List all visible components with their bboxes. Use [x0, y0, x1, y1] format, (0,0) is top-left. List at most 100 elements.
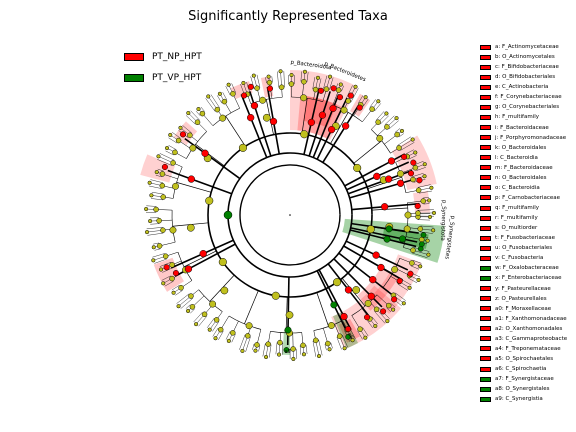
biomarker-node-red	[269, 117, 278, 126]
tree-node	[178, 284, 184, 291]
tree-branch	[330, 112, 349, 144]
taxa-legend-label: d: O_Bifidobacteriales	[495, 74, 556, 81]
clade-shade-pasteurellales	[357, 267, 399, 311]
tree-branch	[195, 143, 225, 167]
taxa-swatch	[480, 165, 491, 171]
biomarker-node-red	[266, 85, 274, 92]
tree-node	[327, 322, 335, 329]
tree-leaf-node	[385, 319, 390, 324]
tree-node	[189, 144, 197, 152]
taxa-swatch	[480, 54, 491, 60]
taxa-legend-item: a2: O_Xanthomonadales	[480, 325, 567, 333]
tree-node	[391, 266, 399, 273]
tree-leaf-node	[316, 353, 322, 359]
tree-node	[323, 86, 330, 92]
highlight-branch-green	[350, 227, 418, 243]
tree-branch	[225, 115, 246, 147]
tree-leaf-branch	[148, 185, 162, 189]
highlight-branch-green	[316, 270, 348, 333]
taxa-legend-item: u: O_Fusobacteriales	[480, 244, 567, 252]
tree-leaf-node	[161, 281, 166, 286]
taxa-legend-item: a: F_Actinomycetaceae	[480, 43, 567, 51]
taxa-legend-label: y: F_Pasteurellaceae	[495, 285, 551, 292]
tree-leaf-branch	[216, 95, 223, 104]
biomarker-node-red	[307, 118, 316, 127]
taxa-legend-item: h: F_multifamily	[480, 113, 567, 121]
biomarker-node-red	[363, 314, 371, 321]
tree-leaf-node	[164, 146, 170, 151]
tree-node	[186, 223, 195, 232]
highlight-branch-red	[308, 91, 331, 157]
tree-leaf-branch	[269, 344, 272, 358]
tree-leaf-node	[416, 277, 421, 282]
taxa-swatch	[480, 94, 491, 100]
tree-leaf-branch	[185, 115, 196, 125]
biomarker-node-red	[356, 104, 363, 111]
taxa-swatch	[480, 104, 491, 110]
taxa-swatch	[480, 205, 491, 211]
taxa-legend-item: a6: C_Spirochaetia	[480, 365, 567, 373]
taxa-legend-label: u: O_Fusobacteriales	[495, 245, 553, 252]
tree-node	[336, 333, 343, 339]
biomarker-node-green	[330, 301, 338, 309]
highlight-branch-green	[349, 229, 417, 248]
tree-leaf-node	[315, 75, 321, 80]
tree-leaf-branch	[150, 223, 160, 225]
tree-leaf-node	[427, 198, 432, 203]
tree-leaf-branch	[362, 327, 369, 337]
tree-leaf-branch	[168, 137, 178, 144]
tree-branch	[301, 98, 308, 134]
tree-node	[219, 114, 227, 122]
tree-leaf-node	[425, 238, 430, 243]
tree-node	[396, 145, 402, 151]
group-swatch	[124, 73, 144, 82]
taxa-legend-label: n: O_Bacteroidales	[495, 174, 547, 181]
biomarker-node-green	[420, 232, 427, 238]
tree-leaf-branch	[417, 209, 434, 211]
taxa-legend-label: a3: C_Gammaproteobacte	[495, 335, 568, 342]
tree-leaf-branch	[150, 179, 164, 183]
clade-shade-corynebacteriales	[230, 81, 253, 99]
tree-node	[394, 131, 400, 138]
group-legend-item: PT_NP_HPT	[124, 51, 202, 62]
tree-leaf-node	[413, 150, 418, 155]
tree-node	[245, 322, 253, 330]
taxa-swatch	[480, 306, 491, 312]
taxa-legend-label: o: C_Bacteroidia	[495, 184, 540, 191]
tree-ring-root	[239, 164, 341, 266]
tree-leaf-branch	[363, 98, 369, 107]
biomarker-node-red	[344, 286, 353, 294]
biomarker-node-red	[247, 113, 255, 122]
taxa-legend-label: a6: C_Spirochaetia	[495, 366, 547, 372]
taxa-swatch	[480, 316, 491, 322]
tree-node	[418, 236, 425, 243]
tree-leaf-branch	[225, 331, 231, 340]
tree-leaf-branch	[212, 327, 219, 337]
highlight-branch-red	[312, 94, 340, 158]
tree-leaf-branch	[164, 281, 174, 287]
tree-leaf-branch	[262, 343, 266, 357]
tree-node	[277, 339, 283, 346]
biomarker-node-red	[385, 175, 393, 183]
tree-leaf-branch	[159, 261, 172, 267]
taxa-legend-item: c: F_Bifidobacteriaceae	[480, 63, 567, 71]
tree-leaf-branch	[342, 334, 348, 348]
taxa-legend-item: a1: F_Xanthomonadaceae	[480, 315, 567, 323]
tree-node	[175, 137, 182, 144]
taxa-legend-label: a9: C_Synergistia	[495, 396, 543, 403]
tree-leaf-node	[151, 245, 156, 250]
taxa-legend-item: y: F_Pasteurellaceae	[480, 285, 567, 293]
tree-node	[188, 293, 194, 299]
tree-node	[169, 275, 175, 282]
taxa-swatch	[480, 135, 491, 141]
tree-leaf-node	[301, 352, 307, 357]
chart-title: Significantly Represented Taxa	[188, 9, 388, 24]
tree-leaf-node	[422, 162, 427, 167]
tree-leaf-branch	[172, 132, 181, 139]
tree-leaf-node	[291, 356, 296, 362]
tree-node-class	[300, 130, 309, 139]
biomarker-node-red	[416, 177, 423, 184]
tree-leaf-branch	[198, 316, 207, 327]
taxa-swatch	[480, 44, 491, 50]
tree-leaf-node	[422, 174, 427, 179]
